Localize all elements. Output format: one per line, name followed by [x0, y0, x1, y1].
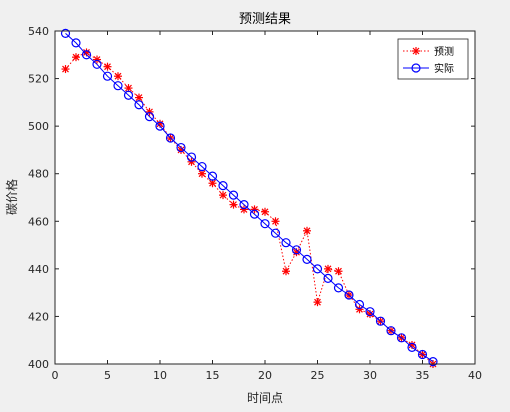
y-tick-label: 400: [28, 358, 49, 371]
point-0: [261, 208, 269, 216]
x-tick-label: 20: [258, 369, 272, 382]
point-0: [314, 298, 322, 306]
legend-marker-0: [412, 47, 420, 55]
point-0: [324, 265, 332, 273]
x-tick-label: 35: [416, 369, 430, 382]
legend-label-0: 预测: [434, 45, 454, 58]
y-axis-label: 碳价格: [4, 179, 19, 215]
point-0: [62, 65, 70, 73]
chart-title: 预测结果: [239, 12, 291, 27]
legend-label-1: 实际: [434, 62, 454, 75]
x-axis-label: 时间点: [247, 391, 283, 405]
y-tick-label: 480: [28, 168, 49, 181]
y-tick-label: 420: [28, 310, 49, 323]
point-0: [303, 227, 311, 235]
x-tick-label: 15: [206, 369, 220, 382]
point-0: [335, 267, 343, 275]
y-tick-label: 520: [28, 73, 49, 86]
y-tick-label: 460: [28, 215, 49, 228]
point-0: [282, 267, 290, 275]
x-tick-label: 0: [52, 369, 59, 382]
x-tick-label: 5: [104, 369, 111, 382]
y-tick-label: 540: [28, 25, 49, 38]
y-tick-label: 440: [28, 263, 49, 276]
x-tick-label: 10: [153, 369, 167, 382]
point-0: [72, 53, 80, 61]
legend-box: [398, 39, 468, 79]
point-0: [272, 217, 280, 225]
point-0: [219, 191, 227, 199]
y-tick-label: 500: [28, 120, 49, 133]
point-0: [114, 72, 122, 80]
plot-area: [55, 31, 475, 364]
x-tick-label: 25: [311, 369, 325, 382]
point-0: [104, 63, 112, 71]
x-tick-label: 30: [363, 369, 377, 382]
x-tick-label: 40: [468, 369, 482, 382]
point-0: [230, 201, 238, 209]
